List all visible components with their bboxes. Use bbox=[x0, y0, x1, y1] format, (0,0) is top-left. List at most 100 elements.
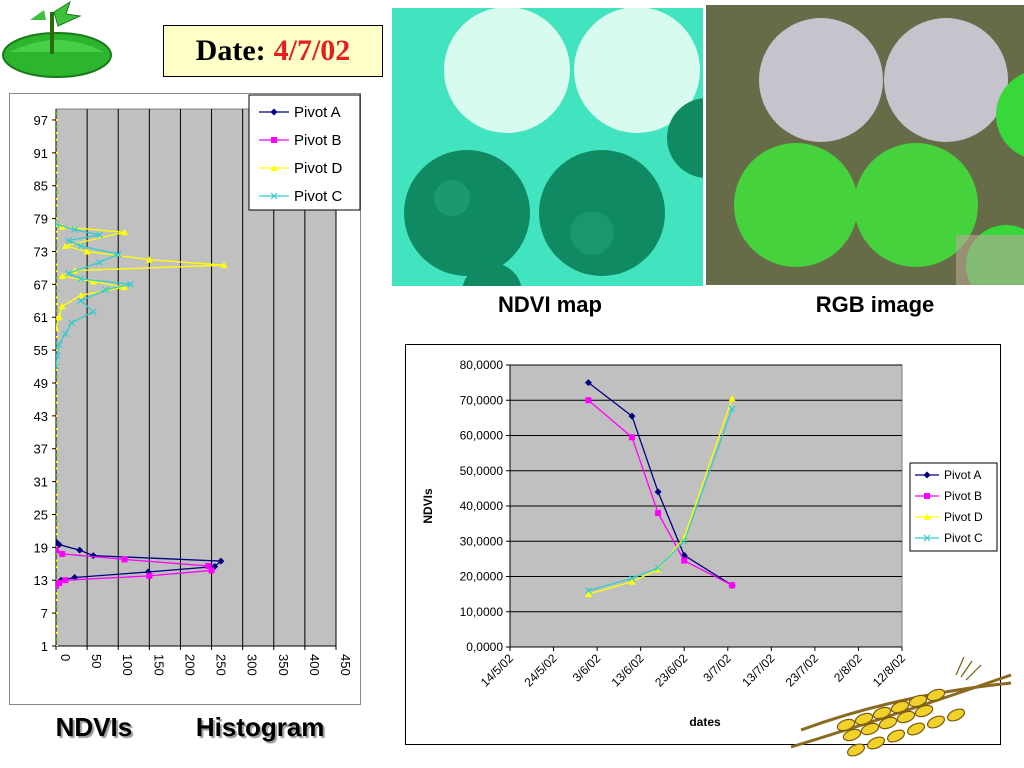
histogram-point-pivot-b bbox=[208, 567, 215, 574]
ndvi-histogram-chart: 0 50 100 150 200 250 300 350 400 450 1 7 13 19 25 31 37 4… bbox=[34, 94, 361, 676]
histogram-point-pivot-c bbox=[56, 352, 61, 360]
histogram-zero-marker bbox=[56, 612, 58, 615]
histogram-point-pivot-b bbox=[205, 562, 212, 569]
histogram-x-tick-label: 100 bbox=[120, 654, 135, 676]
histogram-point-pivot-c bbox=[65, 237, 72, 244]
histogram-zero-marker bbox=[56, 151, 58, 154]
timeseries-point-pivot-c bbox=[680, 537, 688, 545]
timeseries-x-tick-label: 24/5/02 bbox=[521, 651, 559, 689]
histogram-x-tick-label: 50 bbox=[89, 654, 104, 668]
histogram-zero-marker bbox=[56, 230, 58, 233]
histogram-zero-marker bbox=[56, 118, 58, 121]
histogram-zero-marker bbox=[56, 171, 58, 174]
timeseries-point-pivot-a bbox=[628, 412, 636, 420]
timeseries-point-pivot-c bbox=[584, 587, 592, 595]
histogram-zero-marker bbox=[56, 645, 58, 646]
histogram-y-tick-label: 61 bbox=[34, 310, 48, 325]
timeseries-x-tick-label: 23/6/02 bbox=[652, 651, 690, 689]
timeseries-legend-label-pivot-a: Pivot A bbox=[944, 468, 981, 482]
histogram-point-pivot-c bbox=[68, 319, 75, 327]
green-hill-flag-logo-icon bbox=[2, 0, 112, 78]
histogram-zero-marker bbox=[56, 270, 58, 273]
timeseries-y-tick-label: 30,0000 bbox=[460, 534, 504, 548]
timeseries-x-tick-label: 3/7/02 bbox=[700, 651, 734, 685]
timeseries-x-tick-label: 13/7/02 bbox=[739, 651, 777, 689]
timeseries-legend-label-pivot-d: Pivot D bbox=[944, 510, 983, 524]
histogram-zero-marker bbox=[56, 520, 58, 523]
histogram-zero-marker bbox=[56, 625, 58, 628]
histogram-zero-marker bbox=[56, 237, 58, 240]
histogram-zero-marker bbox=[56, 638, 58, 641]
timeseries-legend-marker-pivot-a bbox=[923, 471, 931, 479]
histogram-zero-marker bbox=[56, 513, 58, 516]
histogram-zero-marker bbox=[56, 395, 58, 398]
histogram-zero-marker bbox=[56, 250, 58, 253]
histogram-zero-marker bbox=[56, 375, 58, 378]
histogram-point-pivot-c bbox=[65, 269, 72, 277]
histogram-zero-marker bbox=[56, 631, 58, 634]
histogram-y-tick-label: 19 bbox=[34, 540, 48, 555]
timeseries-legend-marker-pivot-d bbox=[923, 513, 931, 520]
histogram-zero-marker bbox=[56, 618, 58, 621]
histogram-zero-marker bbox=[56, 421, 58, 424]
ndvi-map-caption: NDVI map bbox=[498, 292, 602, 317]
histogram-point-pivot-d bbox=[61, 242, 69, 249]
histogram-zero-marker bbox=[56, 434, 58, 437]
histogram-legend-marker-pivot-c bbox=[270, 192, 278, 200]
timeseries-y-tick-label: 80,0000 bbox=[460, 358, 504, 372]
histogram-point-pivot-b bbox=[56, 579, 63, 586]
timeseries-point-pivot-b bbox=[585, 397, 592, 404]
rgb-satellite-image bbox=[706, 5, 1024, 285]
histogram-legend-label-pivot-c: Pivot C bbox=[294, 188, 343, 205]
histogram-zero-marker bbox=[56, 401, 58, 404]
histogram-zero-marker bbox=[56, 454, 58, 457]
histogram-point-pivot-d bbox=[120, 283, 128, 291]
timeseries-point-pivot-b bbox=[681, 557, 688, 564]
histogram-y-tick-label: 97 bbox=[34, 113, 48, 128]
histogram-legend-marker-pivot-b bbox=[271, 137, 277, 143]
rgb-image-caption: RGB image bbox=[815, 292, 935, 317]
histogram-zero-marker bbox=[56, 605, 58, 608]
timeseries-y-axis-label: NDVIs bbox=[421, 488, 435, 524]
histogram-zero-marker bbox=[56, 526, 58, 529]
histogram-zero-marker bbox=[56, 263, 58, 266]
histogram-y-tick-label: 49 bbox=[34, 376, 48, 391]
histogram-legend-label-pivot-a: Pivot A bbox=[294, 104, 341, 121]
histogram-point-pivot-b bbox=[56, 547, 59, 554]
timeseries-point-pivot-c bbox=[728, 405, 736, 413]
histogram-zero-marker bbox=[56, 428, 58, 431]
histogram-legend-label-pivot-d: Pivot D bbox=[294, 160, 343, 177]
histogram-point-pivot-a bbox=[71, 574, 79, 582]
histogram-zero-marker bbox=[56, 132, 58, 135]
histogram-zero-marker bbox=[56, 243, 58, 246]
histogram-zero-marker bbox=[56, 257, 58, 260]
histogram-point-pivot-d bbox=[56, 313, 63, 321]
timeseries-point-pivot-a bbox=[654, 488, 662, 496]
histogram-point-pivot-c bbox=[77, 275, 85, 283]
histogram-zero-marker bbox=[56, 289, 58, 292]
timeseries-legend-marker-pivot-b bbox=[924, 493, 930, 499]
histogram-y-tick-label: 55 bbox=[34, 343, 48, 358]
timeseries-x-tick-label: 13/6/02 bbox=[609, 651, 647, 689]
timeseries-legend-label-pivot-c: Pivot C bbox=[944, 531, 983, 545]
ndvi-timeseries-chart: 0,0000 10,0000 20,0000 30,0000 40,0000 50,000… bbox=[421, 358, 998, 729]
histogram-point-pivot-c bbox=[96, 231, 103, 239]
histogram-zero-marker bbox=[56, 197, 58, 200]
timeseries-point-pivot-c bbox=[628, 574, 636, 582]
timeseries-point-pivot-c bbox=[654, 564, 662, 572]
histogram-y-tick-label: 7 bbox=[41, 606, 48, 621]
timeseries-point-pivot-d bbox=[654, 565, 662, 573]
histogram-zero-marker bbox=[56, 598, 58, 601]
timeseries-y-tick-label: 50,0000 bbox=[460, 464, 504, 478]
histogram-zero-marker bbox=[56, 474, 58, 477]
histogram-zero-marker bbox=[56, 368, 58, 371]
timeseries-legend-marker-pivot-c bbox=[923, 534, 931, 542]
timeseries-point-pivot-d bbox=[728, 394, 736, 402]
histogram-zero-marker bbox=[56, 552, 58, 555]
ndvi-map-image bbox=[392, 8, 703, 286]
timeseries-point-pivot-b bbox=[729, 582, 736, 589]
histogram-legend-box bbox=[248, 94, 361, 211]
histogram-y-tick-label: 79 bbox=[34, 212, 48, 227]
histogram-zero-marker bbox=[56, 447, 58, 450]
timeseries-y-tick-label: 60,0000 bbox=[460, 429, 504, 443]
